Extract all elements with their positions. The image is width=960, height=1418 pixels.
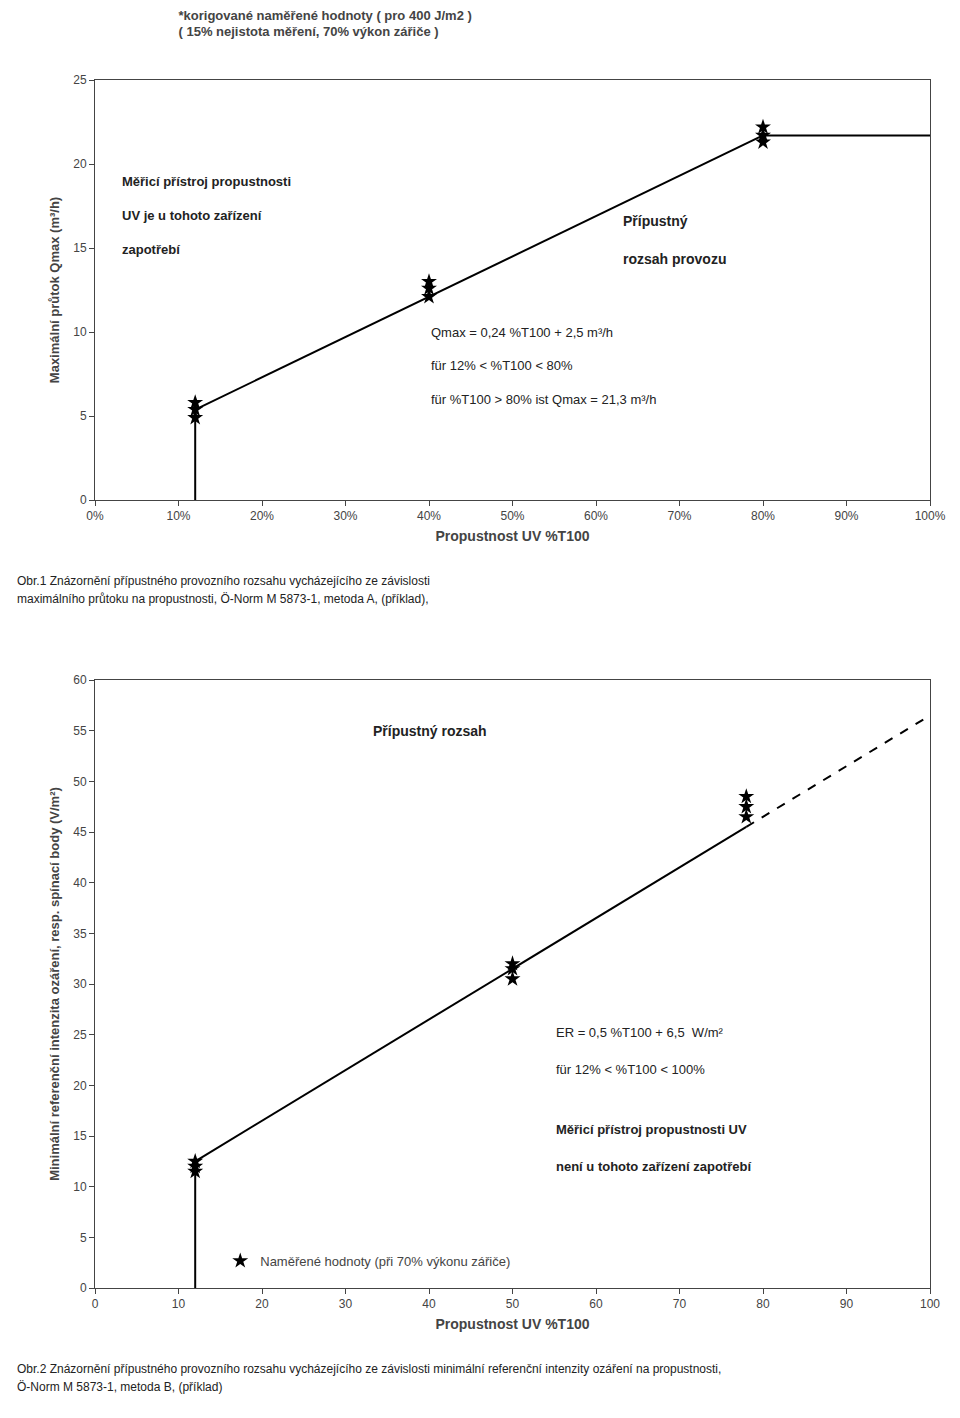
- svg-text:0: 0: [92, 1297, 99, 1311]
- svg-text:50%: 50%: [500, 509, 524, 523]
- svg-text:70%: 70%: [667, 509, 691, 523]
- svg-text:90%: 90%: [834, 509, 858, 523]
- svg-text:50: 50: [506, 1297, 520, 1311]
- svg-text:40%: 40%: [417, 509, 441, 523]
- svg-text:30: 30: [73, 977, 87, 991]
- svg-text:0: 0: [80, 1281, 87, 1295]
- svg-text:Měřicí přístroj propustnosti U: Měřicí přístroj propustnosti UV: [556, 1122, 747, 1137]
- svg-text:45: 45: [73, 825, 87, 839]
- svg-text:*korigované naměřené hodnoty (: *korigované naměřené hodnoty ( pro 400 J…: [179, 8, 472, 40]
- svg-text:80%: 80%: [751, 509, 775, 523]
- svg-text:40: 40: [422, 1297, 436, 1311]
- svg-text:5: 5: [80, 1231, 87, 1245]
- svg-text:für %T100 > 80% ist Qmax = 21,: für %T100 > 80% ist Qmax = 21,3 m³/h: [431, 392, 656, 407]
- svg-text:100: 100: [920, 1297, 940, 1311]
- svg-text:20%: 20%: [250, 509, 274, 523]
- svg-text:50: 50: [73, 775, 87, 789]
- svg-text:20: 20: [255, 1297, 269, 1311]
- svg-text:není u tohoto zařízení zapotře: není u tohoto zařízení zapotřebí: [556, 1159, 751, 1174]
- svg-text:80: 80: [756, 1297, 770, 1311]
- svg-text:Propustnost UV %T100: Propustnost UV %T100: [435, 528, 589, 544]
- svg-text:0%: 0%: [86, 509, 104, 523]
- svg-text:Maximální průtok Qmax (m³/h): Maximální průtok Qmax (m³/h): [47, 197, 62, 383]
- svg-text:25: 25: [73, 1028, 87, 1042]
- svg-text:30%: 30%: [333, 509, 357, 523]
- svg-text:20: 20: [73, 1079, 87, 1093]
- svg-text:55: 55: [73, 724, 87, 738]
- svg-text:Přípustný rozsah: Přípustný rozsah: [373, 723, 487, 739]
- svg-text:für 12% < %T100 < 100%: für 12% < %T100 < 100%: [556, 1062, 705, 1077]
- svg-text:UV je u tohoto zařízení: UV je u tohoto zařízení: [122, 208, 262, 223]
- svg-text:30: 30: [339, 1297, 353, 1311]
- svg-text:60%: 60%: [584, 509, 608, 523]
- svg-text:10: 10: [73, 1180, 87, 1194]
- svg-text:25: 25: [73, 73, 87, 87]
- svg-text:Propustnost UV %T100: Propustnost UV %T100: [435, 1316, 589, 1332]
- svg-text:Měřicí přístroj propustnosti: Měřicí přístroj propustnosti: [122, 174, 291, 189]
- svg-text:40: 40: [73, 876, 87, 890]
- svg-text:Naměřené hodnoty (při 70% výko: Naměřené hodnoty (při 70% výkonu zářiče): [260, 1254, 510, 1269]
- svg-text:für 12% < %T100 < 80%: für 12% < %T100 < 80%: [431, 358, 573, 373]
- svg-text:60: 60: [589, 1297, 603, 1311]
- svg-text:20: 20: [73, 157, 87, 171]
- svg-text:ER = 0,5 %T100 + 6,5 W/m²: ER = 0,5 %T100 + 6,5 W/m²: [556, 1025, 724, 1040]
- svg-text:15: 15: [73, 1129, 87, 1143]
- svg-text:60: 60: [73, 673, 87, 687]
- svg-text:Minimální referenční intenzita: Minimální referenční intenzita ozáření, …: [47, 787, 62, 1181]
- svg-text:rozsah provozu: rozsah provozu: [623, 251, 726, 267]
- svg-text:10: 10: [73, 325, 87, 339]
- svg-text:15: 15: [73, 241, 87, 255]
- svg-text:5: 5: [80, 409, 87, 423]
- svg-text:Obr.1 Znázornění přípustného p: Obr.1 Znázornění přípustného provozního …: [17, 574, 430, 588]
- svg-text:maximálního průtoku na propust: maximálního průtoku na propustnosti, Ö-N…: [17, 592, 429, 606]
- svg-text:Qmax = 0,24 %T100 + 2,5 m³/h: Qmax = 0,24 %T100 + 2,5 m³/h: [431, 325, 613, 340]
- svg-text:35: 35: [73, 927, 87, 941]
- svg-text:10: 10: [172, 1297, 186, 1311]
- svg-text:Obr.2 Znázornění přípustného p: Obr.2 Znázornění přípustného provozního …: [17, 1362, 721, 1376]
- svg-text:Přípustný: Přípustný: [623, 213, 688, 229]
- svg-text:0: 0: [80, 493, 87, 507]
- svg-text:zapotřebí: zapotřebí: [122, 242, 180, 257]
- svg-text:90: 90: [840, 1297, 854, 1311]
- svg-text:10%: 10%: [166, 509, 190, 523]
- svg-text:Ö-Norm M 5873-1, metoda B, (př: Ö-Norm M 5873-1, metoda B, (příklad): [17, 1380, 222, 1394]
- svg-text:70: 70: [673, 1297, 687, 1311]
- svg-text:100%: 100%: [915, 509, 946, 523]
